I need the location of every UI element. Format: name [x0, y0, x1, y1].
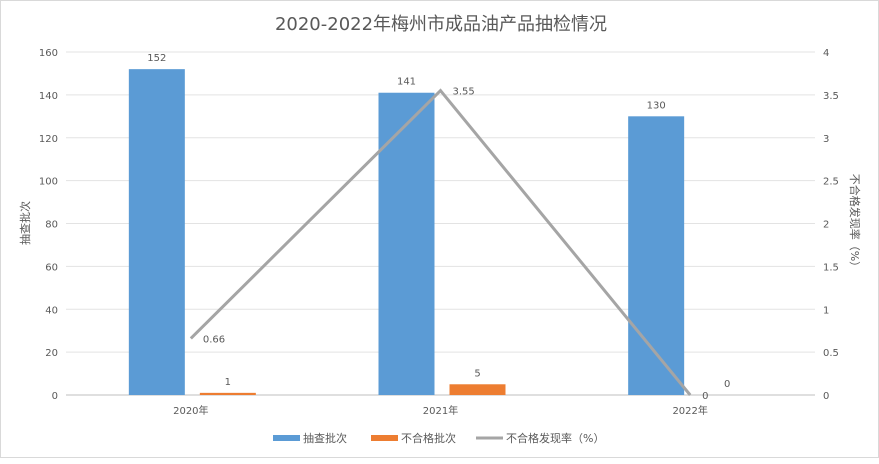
- data-label: 152: [147, 53, 166, 64]
- bar-inspected: [129, 69, 185, 395]
- x-tick-label: 2022年: [672, 404, 707, 417]
- bar-unqualified: [450, 384, 506, 395]
- legend-label: 抽查批次: [303, 431, 347, 445]
- y-tick-label: 80: [45, 220, 58, 231]
- line-series: [191, 90, 691, 395]
- bars: [129, 69, 684, 395]
- data-label: 5: [474, 368, 480, 379]
- data-label: 1: [225, 377, 231, 388]
- y2-tick-label: 2.5: [823, 177, 839, 188]
- y2-tick-label: 2: [823, 220, 829, 231]
- y2-tick-label: 0.5: [823, 348, 839, 359]
- y-tick-label: 40: [45, 305, 58, 316]
- y2-tick-label: 3: [823, 134, 829, 145]
- data-label: 141: [397, 77, 416, 88]
- y2-tick-label: 0: [823, 391, 829, 402]
- x-tick-label: 2021年: [423, 404, 458, 417]
- y2-tick-label: 1: [823, 305, 829, 316]
- x-tick-label: 2020年: [173, 404, 208, 417]
- bar-unqualified: [200, 393, 256, 395]
- legend-swatch: [371, 435, 398, 441]
- y-tick-label: 120: [39, 134, 58, 145]
- y2-tick-label: 1.5: [823, 262, 839, 273]
- y2-tick-label: 3.5: [823, 91, 839, 102]
- y-axis-label: 抽查批次: [18, 201, 32, 245]
- legend-label: 不合格发现率（%）: [506, 431, 604, 445]
- y-tick-label: 60: [45, 262, 58, 273]
- data-label: 0: [724, 379, 730, 390]
- y-tick-label: 0: [52, 391, 58, 402]
- legend-label: 不合格批次: [401, 431, 456, 445]
- data-label: 130: [647, 100, 666, 111]
- y-tick-label: 140: [39, 91, 58, 102]
- data-label: 0: [702, 391, 708, 402]
- y2-tick-label: 4: [823, 48, 829, 59]
- legend-swatch: [273, 435, 300, 441]
- y-tick-label: 160: [39, 48, 58, 59]
- line-rate: [191, 91, 690, 395]
- y2-axis-label: 不合格发现率（%）: [848, 174, 862, 272]
- chart-title: 2020-2022年梅州市成品油产品抽检情况: [275, 14, 607, 35]
- y-tick-label: 20: [45, 348, 58, 359]
- data-label: 3.55: [453, 87, 475, 98]
- bar-inspected: [379, 93, 435, 395]
- y-tick-label: 100: [39, 177, 58, 188]
- legend: 抽查批次 不合格批次 不合格发现率（%）: [273, 431, 604, 445]
- data-label: 0.66: [203, 334, 225, 345]
